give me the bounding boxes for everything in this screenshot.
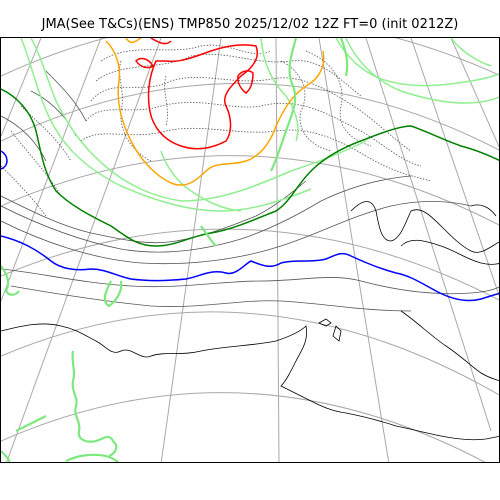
latitude-line <box>1 38 499 77</box>
latitude-line <box>1 392 486 462</box>
coastline-island <box>318 318 332 327</box>
longitude-line <box>410 38 499 297</box>
graticule <box>1 38 499 462</box>
contour-dark-green <box>1 88 499 247</box>
longitude-line <box>275 38 280 462</box>
contour-red <box>135 38 258 150</box>
coastlines <box>1 201 499 441</box>
precip-overlay <box>1 38 349 462</box>
map-frame <box>0 37 500 463</box>
latitude-line <box>1 311 499 396</box>
longitude-line <box>450 38 499 148</box>
coastline-east <box>350 201 499 253</box>
coastline-east-2 <box>400 239 499 265</box>
latitude-line <box>1 83 499 151</box>
longitude-line <box>6 38 162 462</box>
longitude-line <box>1 38 102 302</box>
weather-map <box>1 38 499 462</box>
isotherms-solid <box>1 70 499 312</box>
contour-light-green <box>20 38 499 212</box>
latitude-line <box>1 155 499 226</box>
longitude-line <box>1 38 42 137</box>
coastline-far-east <box>400 310 499 381</box>
chart-title: JMA(See T&Cs)(ENS) TMP850 2025/12/02 12Z… <box>41 17 459 32</box>
coastline-island <box>332 325 342 342</box>
latitude-line <box>1 228 499 301</box>
longitude-line <box>318 38 390 462</box>
coastline-bay <box>470 204 497 217</box>
contour-blue <box>1 150 499 302</box>
coastline-continent <box>1 323 499 441</box>
longitude-line <box>160 38 222 462</box>
longitude-line <box>365 38 492 432</box>
